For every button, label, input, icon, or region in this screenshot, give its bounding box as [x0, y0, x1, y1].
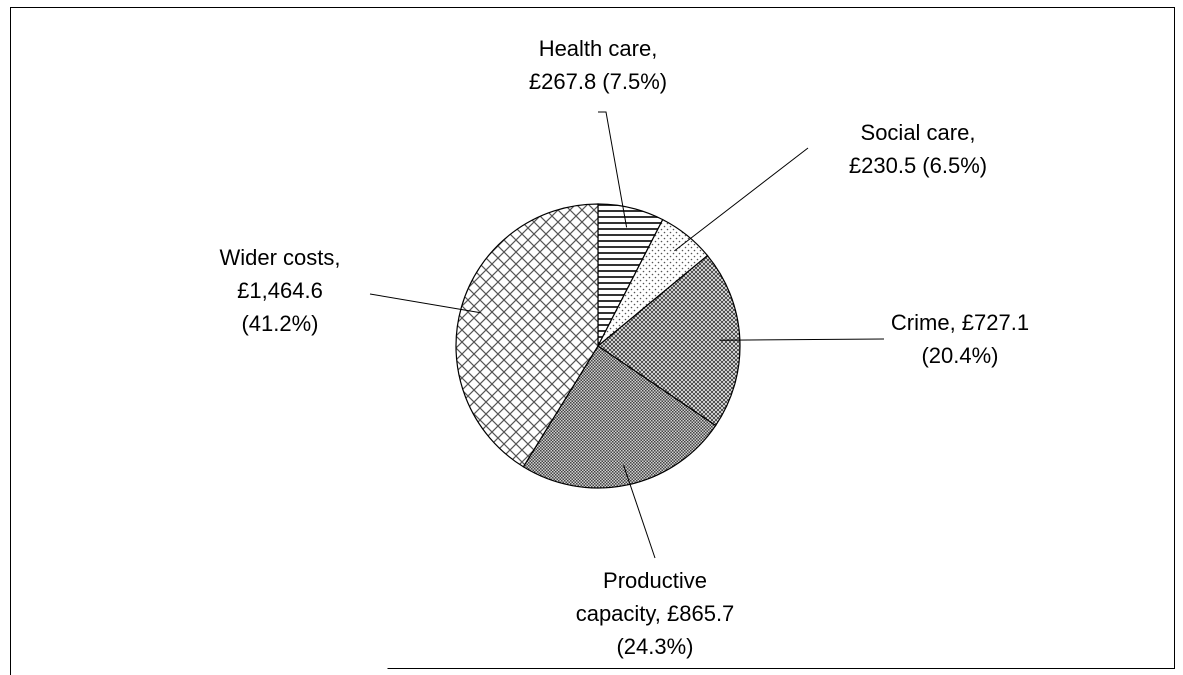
- data-label-wider-costs: Wider costs, £1,464.6 (41.2%): [219, 245, 340, 336]
- data-label-line: Wider costs,: [219, 245, 340, 270]
- data-label-line: (20.4%): [921, 343, 998, 368]
- chart-frame: [10, 7, 1175, 675]
- data-label-line: Social care,: [861, 120, 976, 145]
- data-label-line: £230.5 (6.5%): [849, 153, 987, 178]
- data-label-crime: Crime, £727.1 (20.4%): [891, 310, 1029, 368]
- leader-line: [623, 465, 656, 559]
- data-label-line: £1,464.6: [237, 278, 323, 303]
- leader-line: [598, 111, 628, 228]
- data-label-health-care: Health care, £267.8 (7.5%): [529, 36, 667, 94]
- data-label-line: (24.3%): [616, 634, 693, 659]
- data-label-line: Crime, £727.1: [891, 310, 1029, 335]
- data-label-social-care: Social care, £230.5 (6.5%): [849, 120, 987, 178]
- data-label-productive-capacity: Productive capacity, £865.7 (24.3%): [576, 568, 735, 659]
- data-label-line: £267.8 (7.5%): [529, 69, 667, 94]
- pie-slice-wider-costs: [455, 203, 599, 468]
- pie-slice-crime: [596, 254, 741, 427]
- leader-line: [369, 293, 481, 314]
- data-label-line: Health care,: [539, 36, 658, 61]
- data-label-line: capacity, £865.7: [576, 601, 735, 626]
- data-label-line: Productive: [603, 568, 707, 593]
- data-label-line: (41.2%): [241, 311, 318, 336]
- leader-line: [719, 338, 885, 341]
- pie-slice-productive-capacity: [522, 345, 717, 489]
- leader-line: [674, 147, 809, 252]
